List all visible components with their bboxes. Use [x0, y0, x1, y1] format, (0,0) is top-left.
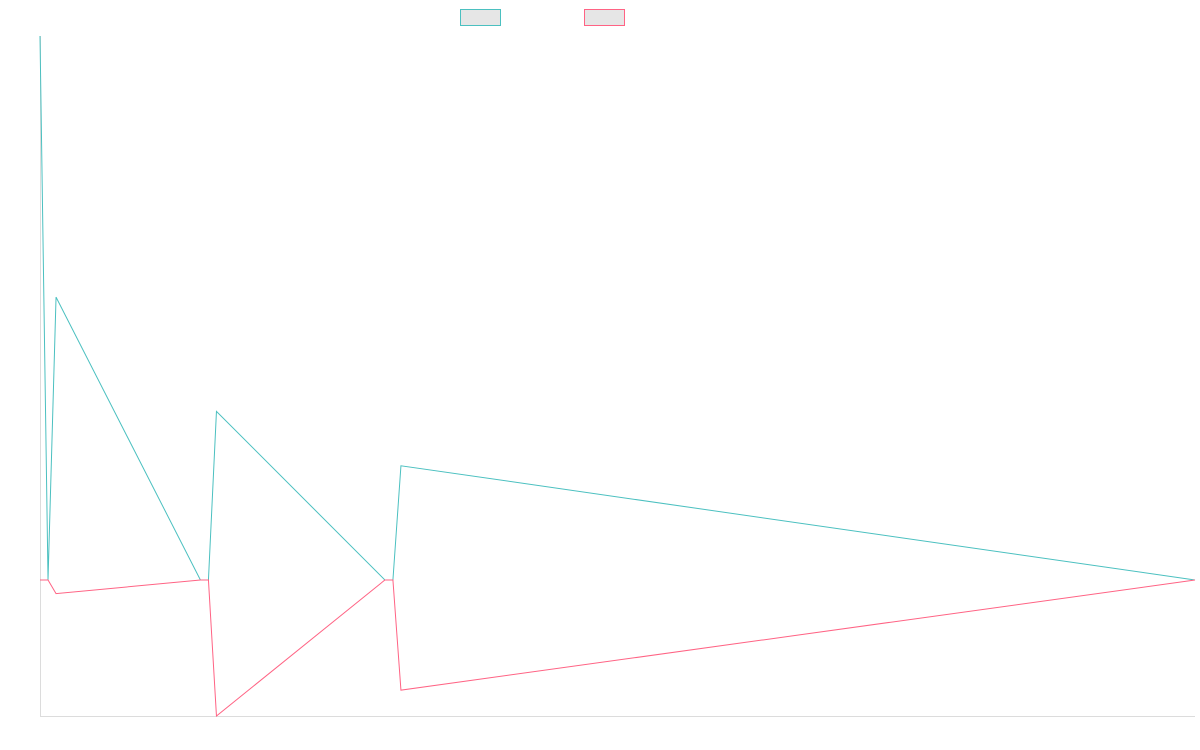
series-1-line	[39, 35, 1196, 581]
series-2-line	[40, 579, 1196, 717]
legend	[460, 9, 625, 26]
legend-swatch-series-1[interactable]	[460, 9, 501, 26]
series-layer	[39, 35, 1196, 717]
legend-swatch-series-2[interactable]	[584, 9, 625, 26]
axes	[40, 36, 1195, 717]
